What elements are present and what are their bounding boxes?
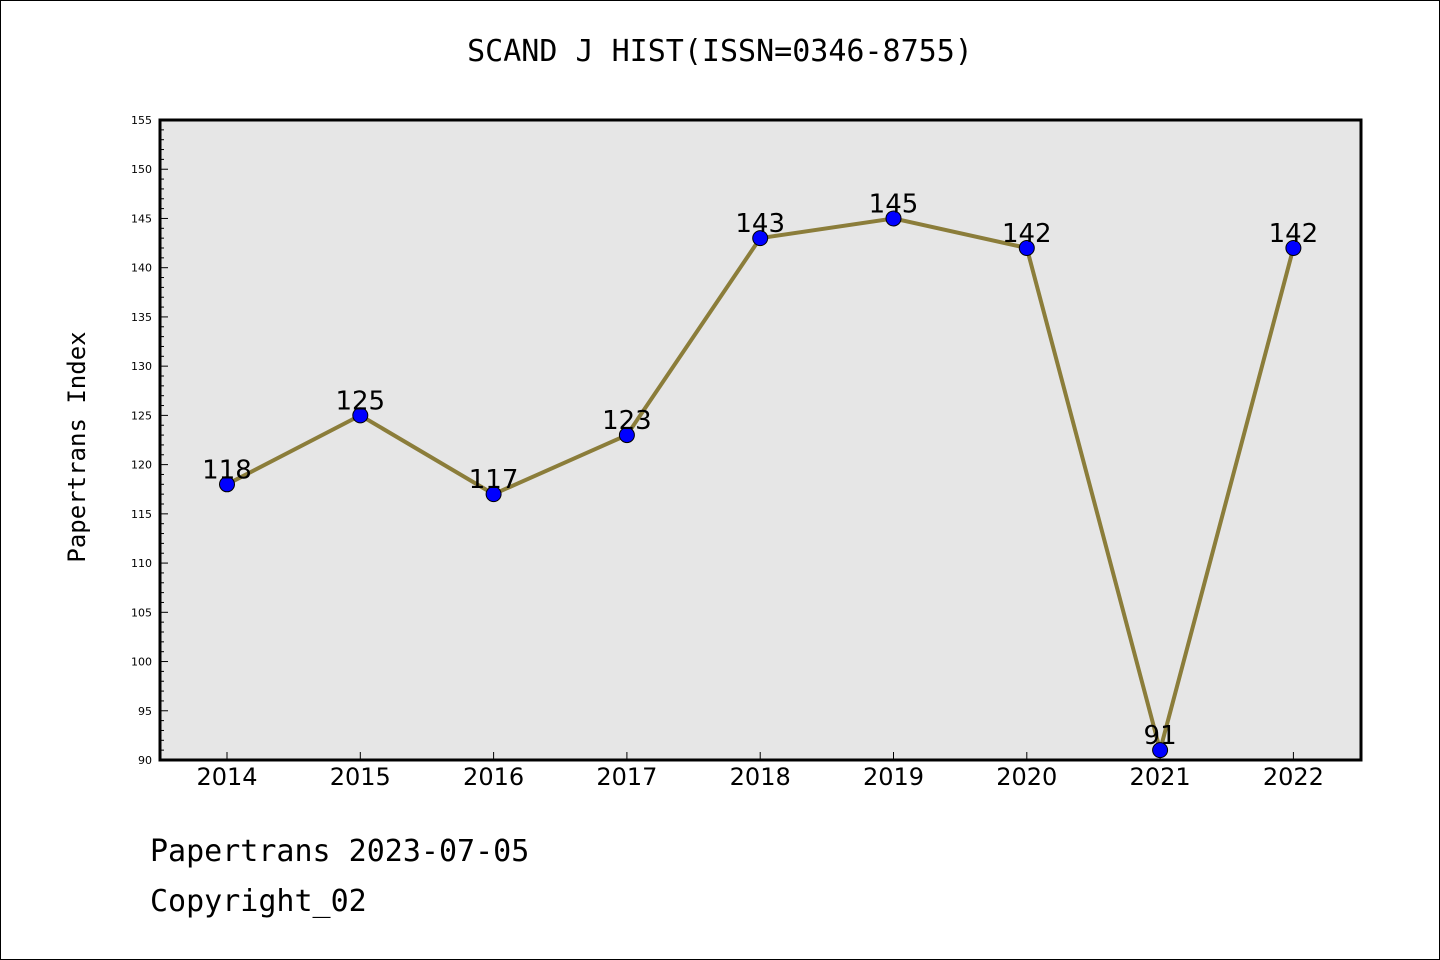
y-axis-label: Papertrans Index: [63, 331, 91, 562]
data-labels: 118 125 117 123 143 145 142 91 142: [202, 189, 1318, 751]
data-point: [1285, 240, 1302, 256]
data-point: [885, 210, 902, 227]
plot-border: [158, 118, 1363, 762]
y-tick-label: 90: [138, 754, 152, 767]
x-tick-label: 2021: [1130, 763, 1191, 791]
data-point: [752, 230, 769, 247]
y-tick-label: 120: [131, 459, 152, 472]
y-tick-label: 100: [131, 656, 152, 669]
data-label: 117: [469, 465, 519, 495]
x-tick-label: 2017: [596, 763, 657, 791]
y-tick-label: 130: [131, 360, 152, 373]
plot-area: [160, 120, 1361, 760]
data-label: 142: [1002, 219, 1052, 249]
y-tick-label: 145: [131, 212, 152, 225]
y-tick-label: 125: [131, 409, 152, 422]
data-label: 145: [869, 189, 919, 219]
x-tick-label: 2015: [330, 763, 391, 791]
x-axis: 2014 2015 2016 2017 2018 2019 2020 2021 2022: [196, 752, 1324, 791]
data-markers: [219, 210, 1302, 759]
data-label: 125: [335, 386, 385, 416]
footer-date: Papertrans 2023-07-05: [150, 834, 530, 869]
y-axis: 90 95 100 105 110 115 120 125 130 135 140 145 150 155: [131, 114, 168, 767]
data-label: 91: [1144, 721, 1177, 751]
footer-copyright: Copyright_02: [150, 884, 367, 919]
data-label: 143: [735, 209, 785, 239]
y-tick-label: 155: [131, 114, 152, 127]
chart-title: SCAND J HIST(ISSN=0346-8755): [467, 34, 973, 69]
data-point: [1152, 742, 1169, 759]
data-point: [485, 486, 502, 503]
x-tick-label: 2018: [730, 763, 791, 791]
y-tick-label: 135: [131, 311, 152, 324]
y-tick-label: 95: [138, 705, 152, 718]
y-tick-label: 115: [131, 508, 152, 521]
data-point: [1018, 240, 1035, 256]
data-point: [352, 407, 369, 424]
x-tick-label: 2020: [996, 763, 1057, 791]
y-tick-label: 140: [131, 262, 152, 275]
data-label: 118: [202, 455, 252, 485]
x-tick-label: 2016: [463, 763, 524, 791]
data-label: 123: [602, 406, 652, 436]
y-tick-label: 105: [131, 606, 152, 619]
data-label: 142: [1269, 219, 1319, 249]
x-tick-label: 2014: [196, 763, 257, 791]
x-tick-label: 2019: [863, 763, 924, 791]
data-point: [219, 476, 235, 493]
x-tick-label: 2022: [1263, 763, 1324, 791]
y-tick-label: 110: [131, 557, 152, 570]
y-tick-label: 150: [131, 163, 152, 176]
data-point: [618, 427, 635, 444]
